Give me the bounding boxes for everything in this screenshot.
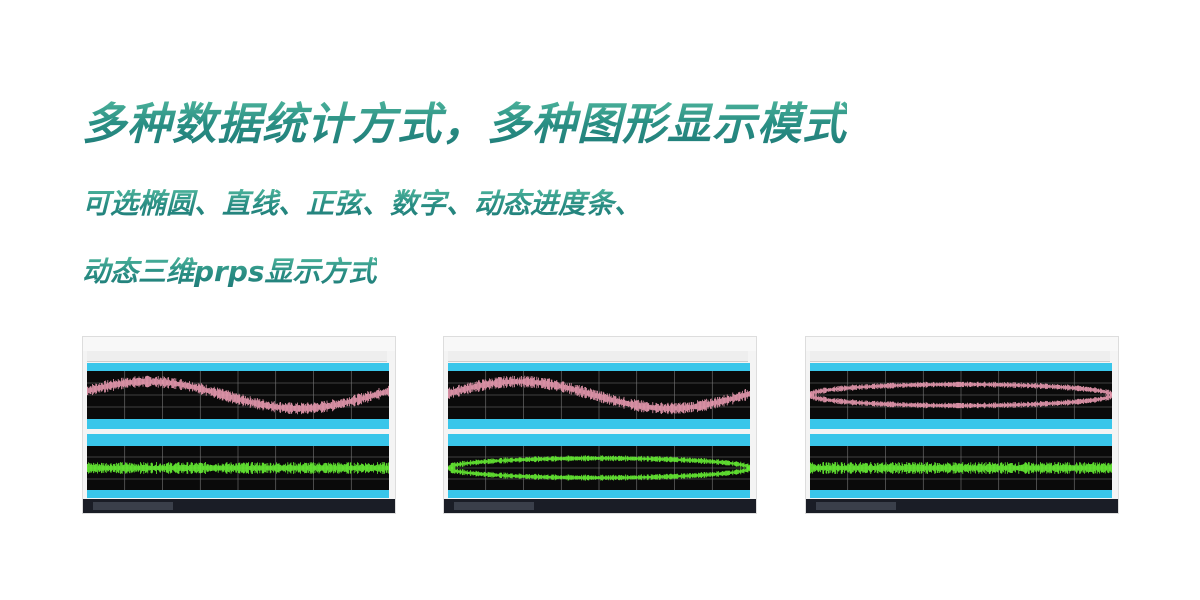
channel-header xyxy=(87,363,389,371)
taskbar-search xyxy=(454,502,534,510)
menu-bar xyxy=(806,337,1118,351)
channel-header xyxy=(448,363,750,371)
channel-footer xyxy=(810,490,1112,498)
channel-footer xyxy=(448,490,750,498)
channel-footer xyxy=(810,419,1112,429)
waveform-plot xyxy=(810,371,1112,419)
channel-footer xyxy=(87,490,389,498)
menu-bar xyxy=(83,337,395,351)
channel-header xyxy=(810,434,1112,446)
channel-header xyxy=(448,434,750,446)
waveform-plot xyxy=(87,446,389,490)
waveform-plot xyxy=(810,446,1112,490)
taskbar-search xyxy=(93,502,173,510)
menu-bar xyxy=(444,337,756,351)
taskbar-search xyxy=(816,502,896,510)
tab-bar xyxy=(448,351,748,362)
channel-footer xyxy=(87,419,389,429)
waveform-plot xyxy=(448,446,750,490)
headline: 多种数据统计方式，多种图形显示模式 xyxy=(82,88,847,152)
taskbar xyxy=(444,499,756,513)
tab-bar xyxy=(810,351,1110,362)
waveform-plot xyxy=(87,371,389,419)
software-screenshot xyxy=(805,336,1119,514)
channel-header xyxy=(87,434,389,446)
software-screenshot xyxy=(443,336,757,514)
subline-2: 动态三维prps显示方式 xyxy=(82,250,377,290)
channel-header xyxy=(810,363,1112,371)
taskbar xyxy=(83,499,395,513)
taskbar xyxy=(806,499,1118,513)
software-screenshot xyxy=(82,336,396,514)
tab-bar xyxy=(87,351,387,362)
channel-footer xyxy=(448,419,750,429)
waveform-plot xyxy=(448,371,750,419)
subline-1: 可选椭圆、直线、正弦、数字、动态进度条、 xyxy=(82,182,642,222)
